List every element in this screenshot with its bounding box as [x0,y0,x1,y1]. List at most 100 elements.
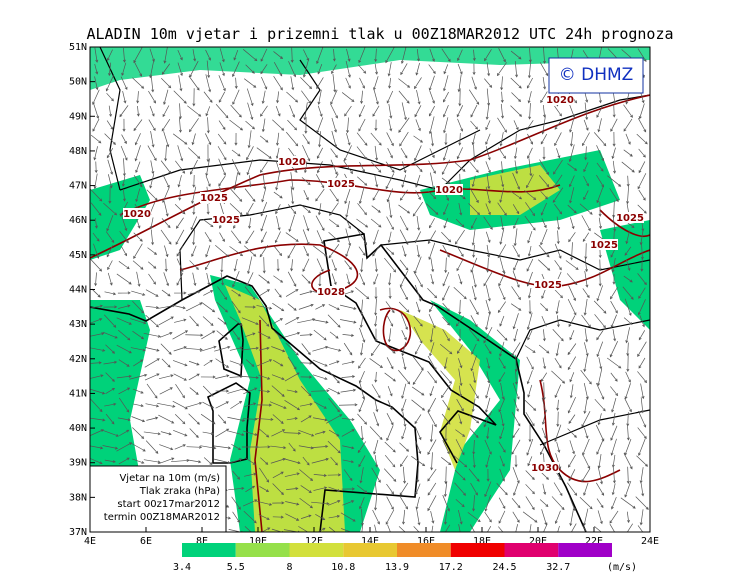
wind-arrow [370,218,382,228]
wind-arrow [527,456,533,467]
wind-arrow [625,371,631,383]
wind-arrow [344,260,352,270]
wind-arrow [541,413,546,425]
wind-arrow [443,217,449,229]
wind-arrow [581,215,591,232]
wind-arrow [596,439,604,455]
wind-arrow [413,326,423,344]
wind-arrow [341,360,355,365]
wind-arrow [427,411,437,428]
wind-arrow [372,189,380,201]
wind-arrow [414,343,421,355]
wind-arrow [178,75,183,92]
wind-arrow [233,258,238,272]
isobar-label: 1025 [534,280,562,291]
wind-arrow [583,482,589,496]
wind-arrow [527,384,533,398]
wind-arrow [428,64,436,75]
legend-swatch [504,543,559,557]
wind-arrow [285,131,299,147]
wind-arrow [219,48,225,63]
wind-arrow [498,526,504,532]
wind-arrow [430,258,435,273]
wind-arrow [485,454,491,468]
wind-arrow [312,345,329,352]
wind-arrow [542,77,547,90]
wind-arrow [443,203,449,216]
wind-arrow [243,245,257,257]
wind-arrow [511,439,521,455]
wind-arrow [621,161,635,173]
wind-arrow [287,303,297,311]
wind-arrow [317,89,322,105]
wind-arrow [387,400,393,411]
wind-arrow [472,454,476,469]
info-line: Vjetar na 10m (m/s) [119,473,220,484]
wind-arrow [244,457,256,465]
wind-arrow [498,510,506,524]
wind-arrow [457,49,463,62]
wind-arrow [527,147,533,159]
wind-arrow [300,361,313,365]
wind-arrow [158,457,175,465]
wind-arrow [271,385,285,397]
wind-arrow [498,147,506,159]
info-line: termin 00Z18MAR2012 [104,512,220,523]
wind-arrow [248,175,252,188]
wind-arrow [623,104,633,118]
wind-arrow [133,175,143,188]
wind-arrow [484,49,492,62]
legend-swatch [235,543,290,557]
wind-arrow [514,455,518,468]
wind-arrow [443,509,448,525]
wind-arrow [232,89,240,105]
wind-arrow [624,298,632,316]
wind-arrow [458,385,462,398]
wind-arrow [525,484,535,495]
wind-arrow [359,383,366,400]
wind-arrow [299,402,313,407]
wind-arrow [511,412,521,427]
wind-arrow [624,246,632,256]
wind-arrow [554,510,561,524]
wind-arrow [346,273,351,285]
wind-arrow [132,330,145,340]
wind-arrow [611,483,616,496]
wind-arrow [401,509,406,525]
wind-arrow [626,342,630,357]
wind-arrow [132,403,144,408]
wind-arrow [357,176,368,186]
wind-arrow [342,333,355,337]
wind-arrow [242,430,258,436]
wind-arrow [286,417,298,421]
wind-arrow [513,120,519,131]
wind-arrow [144,347,160,352]
wind-arrow [133,243,143,259]
wind-arrow [538,259,551,271]
wind-arrow [458,88,462,107]
wind-arrow [569,117,575,133]
wind-arrow [640,397,645,414]
wind-arrow [106,148,114,159]
wind-arrow [610,286,618,300]
isobar-label-bg [435,184,463,195]
wind-arrow [220,272,225,286]
wind-arrow [205,106,211,117]
wind-arrow [326,414,343,424]
wind-arrow [512,511,520,523]
wind-arrow [345,245,351,258]
wind-arrow [245,359,255,367]
wind-arrow [514,354,518,373]
title: ALADIN 10m vjetar i prizemni tlak u 00Z1… [87,25,674,43]
wind-arrow [386,483,394,495]
wind-arrow [541,509,548,526]
wind-arrow [107,272,113,286]
wind-arrow [555,342,560,357]
wind-arrow [640,482,645,497]
wind-arrow [413,162,423,173]
wind-arrow [176,272,184,286]
wind-arrow [360,299,364,316]
wind-arrow [626,412,630,427]
wind-arrow [328,398,340,413]
wind-arrow [298,526,309,532]
